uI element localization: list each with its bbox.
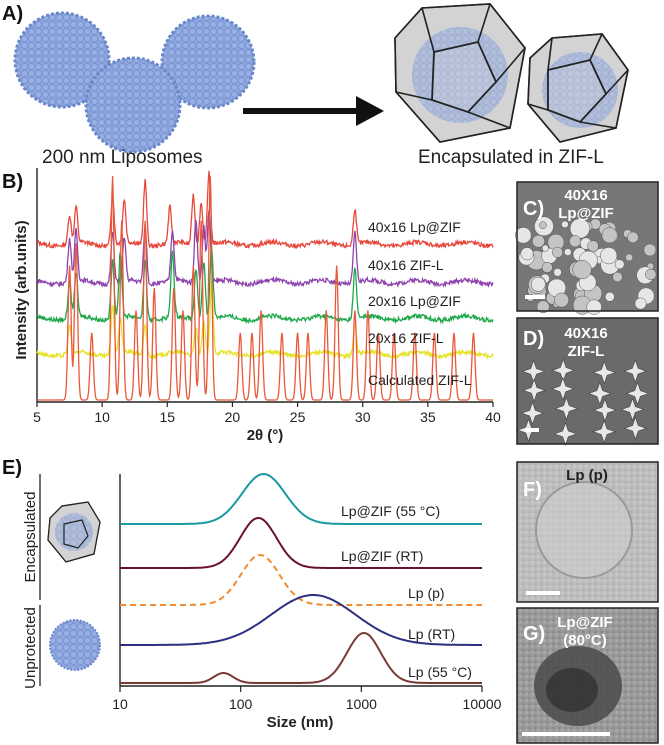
panel-e-series: [120, 472, 482, 684]
panel-e-series-line: [120, 631, 482, 684]
panel-b-series-label: 20x16 Lp@ZIF: [368, 293, 461, 309]
zif-encapsulated-liposome-2: [527, 33, 629, 143]
panel-c-title-2: Lp@ZIF: [558, 205, 613, 222]
panel-b-ylabel: Intensity (arb.units): [13, 220, 30, 359]
liposome-1: [13, 11, 111, 109]
panel-b-series-labels: 40x16 Lp@ZIF 40x16 ZIF-L 20x16 Lp@ZIF 20x16…: [368, 219, 472, 388]
panel-e-series-line: [120, 594, 482, 646]
panel-b-tick-label: 30: [355, 409, 371, 425]
panel-b-series-line: [36, 170, 494, 250]
liposome-3: [84, 56, 182, 154]
encapsulated-caption: Encapsulated in ZIF-L: [418, 147, 604, 168]
panel-e-series-label: Lp@ZIF (RT): [341, 548, 423, 564]
panel-b-tick-label: 10: [94, 409, 110, 425]
panel-e-zif-icon: [47, 501, 101, 563]
panel-b-tick-label: 15: [159, 409, 175, 425]
panel-e-tick-label: 100: [229, 696, 253, 712]
panel-g-title-1: Lp@ZIF: [557, 614, 612, 631]
zif-encapsulated-liposome-1: [394, 3, 526, 143]
panel-b-tick-label: 25: [290, 409, 306, 425]
panel-f-title: Lp (p): [566, 467, 608, 484]
panel-b-xlabel: 2θ (°): [247, 427, 284, 444]
panel-b-series-label: 40x16 ZIF-L: [368, 257, 444, 273]
arrow-icon: [243, 96, 384, 126]
panel-b-tick-label: 20: [225, 409, 241, 425]
group-encapsulated-label: Encapsulated: [22, 492, 39, 583]
panel-e-axes: [119, 474, 482, 687]
panel-g-scalebar: [522, 732, 610, 736]
panel-f-tem-image: [516, 461, 659, 603]
panel-b-series-line: [36, 280, 494, 361]
panel-e-series-line: [120, 517, 482, 569]
liposomes-caption: 200 nm Liposomes: [42, 147, 203, 168]
panel-b-series: [36, 170, 494, 401]
panel-e-tick-label: 10000: [463, 696, 502, 712]
panel-e-series-labels: Lp@ZIF (55 °C) Lp@ZIF (RT) Lp (p) Lp (RT) Lp…: [341, 503, 472, 680]
panel-e-series-label: Lp (p): [408, 585, 445, 601]
panel-f-label: F): [523, 479, 542, 501]
panel-g-tem-image: [516, 607, 659, 744]
panel-d-scalebar: [525, 428, 539, 432]
panel-e-liposome-icon: [49, 619, 101, 671]
panel-b-axes: [36, 168, 493, 403]
panel-b-tick-label: 40: [485, 409, 501, 425]
panel-e-series-line: [120, 472, 482, 525]
panel-c-scalebar: [525, 295, 545, 299]
panel-b-series-label: 20x16 ZIF-L: [368, 330, 444, 346]
panel-e-xticks: 10 100 1000 10000: [112, 686, 502, 712]
panel-d-title-2: ZIF-L: [568, 343, 605, 360]
panel-g-label: G): [523, 623, 545, 645]
panel-b-series-line: [36, 247, 494, 325]
panel-d-label: D): [523, 328, 544, 350]
panel-b-tick-label: 35: [420, 409, 436, 425]
panel-d-sem-image: [516, 317, 659, 446]
panel-c-label: C): [523, 198, 544, 220]
panel-f-scalebar: [526, 591, 560, 595]
panel-b-label: B): [2, 171, 23, 193]
panel-b-xticks: 5 10 15 20 25 30 35 40: [33, 402, 501, 425]
liposome-2: [160, 14, 256, 110]
panel-e-tick-label: 10: [112, 696, 128, 712]
panel-e-series-line: [120, 553, 482, 606]
panel-e-label: E): [2, 457, 22, 479]
panel-c-sem-image: [515, 181, 659, 315]
panel-e-tick-label: 1000: [346, 696, 377, 712]
panel-b-series-line: [36, 210, 494, 289]
panel-g-title-2: (80°C): [563, 632, 607, 649]
group-unprotected-label: Unprotected: [22, 607, 39, 689]
panel-b-series-label: 40x16 Lp@ZIF: [368, 219, 461, 235]
panel-e-series-label: Lp (55 °C): [408, 664, 472, 680]
panel-d-title-1: 40X16: [564, 325, 607, 342]
panel-c-title-1: 40X16: [564, 187, 607, 204]
panel-a-label: A): [2, 3, 23, 25]
panel-b-series-line: [37, 175, 493, 401]
panel-b-series-label: Calculated ZIF-L: [368, 372, 472, 388]
panel-e-xlabel: Size (nm): [267, 714, 334, 731]
panel-b-tick-label: 5: [33, 409, 41, 425]
panel-e-series-label: Lp (RT): [408, 626, 455, 642]
panel-e-series-label: Lp@ZIF (55 °C): [341, 503, 440, 519]
